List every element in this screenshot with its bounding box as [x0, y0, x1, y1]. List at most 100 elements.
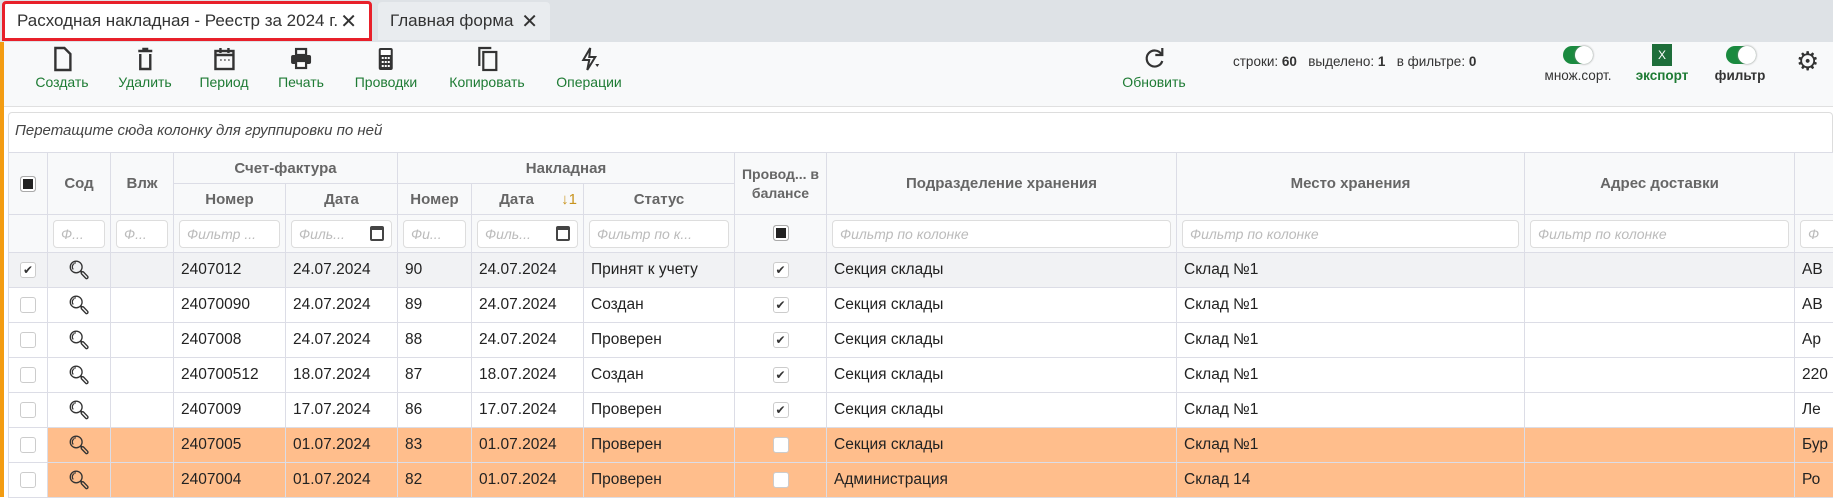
- cell-last: АВ: [1795, 253, 1833, 288]
- view-content-cell[interactable]: 🔍︎: [48, 288, 111, 323]
- filter-toggle[interactable]: [1726, 46, 1756, 64]
- row-select-cell[interactable]: [9, 463, 48, 498]
- select-all-header[interactable]: [9, 153, 48, 215]
- close-icon[interactable]: ✕: [521, 9, 538, 34]
- row-select-cell[interactable]: [9, 393, 48, 428]
- col-next[interactable]: [1795, 153, 1833, 215]
- cell-last: АВ: [1795, 288, 1833, 323]
- calendar-icon[interactable]: [556, 226, 570, 241]
- view-content-cell[interactable]: 🔍︎: [48, 463, 111, 498]
- filter-division[interactable]: Фильтр по колонке: [832, 220, 1171, 248]
- filter-posted-checkbox[interactable]: [773, 225, 789, 241]
- row-select-cell[interactable]: [9, 288, 48, 323]
- view-content-cell[interactable]: 🔍︎: [48, 393, 111, 428]
- row-checkbox[interactable]: [20, 297, 36, 313]
- cell-wb_num: 88: [398, 323, 472, 358]
- filter-invoice-date[interactable]: Филь...: [291, 220, 392, 248]
- col-invoice-date[interactable]: Дата: [286, 184, 398, 215]
- excel-icon[interactable]: X: [1652, 44, 1672, 66]
- row-checkbox[interactable]: ✔: [20, 262, 36, 278]
- calendar-icon[interactable]: [370, 226, 384, 241]
- search-icon[interactable]: 🔍︎: [68, 435, 91, 455]
- view-content-cell[interactable]: 🔍︎: [48, 358, 111, 393]
- row-checkbox[interactable]: [20, 402, 36, 418]
- row-checkbox[interactable]: [20, 367, 36, 383]
- create-button[interactable]: Создать: [35, 46, 88, 90]
- filter-waybill-date[interactable]: Филь...: [477, 220, 578, 248]
- col-division[interactable]: Подразделение хранения: [827, 153, 1177, 215]
- select-all-checkbox[interactable]: [20, 176, 36, 192]
- filter-place[interactable]: Фильтр по колонке: [1182, 220, 1519, 248]
- cell-division: Секция склады: [827, 358, 1177, 393]
- cell-place: Склад №1: [1177, 393, 1525, 428]
- row-checkbox[interactable]: [20, 332, 36, 348]
- filter-attach[interactable]: Ф...: [116, 220, 168, 248]
- delete-button[interactable]: Удалить: [118, 46, 171, 90]
- filter-address[interactable]: Фильтр по колонке: [1530, 220, 1789, 248]
- posted-checkbox: [773, 437, 789, 453]
- data-grid: Сод Влж Счет-фактура Накладная Провод...…: [8, 152, 1833, 498]
- col-waybill-number[interactable]: Номер: [398, 184, 472, 215]
- search-icon[interactable]: 🔍︎: [68, 260, 91, 280]
- col-place[interactable]: Место хранения: [1177, 153, 1525, 215]
- period-button[interactable]: Период: [199, 46, 248, 90]
- filter-content[interactable]: Ф...: [53, 220, 105, 248]
- operations-button[interactable]: Операции: [556, 46, 622, 90]
- filter-status[interactable]: Фильтр по к...: [589, 220, 729, 248]
- cell-inv_num: 2407005: [174, 428, 286, 463]
- search-icon[interactable]: 🔍︎: [68, 400, 91, 420]
- refresh-button[interactable]: Обновить: [1122, 46, 1185, 90]
- row-checkbox[interactable]: [20, 472, 36, 488]
- postings-button[interactable]: Проводки: [355, 46, 418, 90]
- search-icon[interactable]: 🔍︎: [68, 295, 91, 315]
- cell-place: Склад №1: [1177, 323, 1525, 358]
- filter-invoice-number[interactable]: Фильтр ...: [179, 220, 280, 248]
- gear-icon[interactable]: ⚙: [1796, 46, 1819, 77]
- col-content[interactable]: Сод: [48, 153, 111, 215]
- copy-label: Копировать: [449, 74, 524, 90]
- filter-placeholder: Филь...: [485, 226, 531, 242]
- view-content-cell[interactable]: 🔍︎: [48, 323, 111, 358]
- view-content-cell[interactable]: 🔍︎: [48, 428, 111, 463]
- posted-cell: ✔: [735, 288, 827, 323]
- refresh-label: Обновить: [1122, 74, 1185, 90]
- col-status[interactable]: Статус: [584, 184, 735, 215]
- group-panel[interactable]: Перетащите сюда колонку для группировки …: [8, 112, 1833, 152]
- cell-wb_num: 83: [398, 428, 472, 463]
- tab-main-form[interactable]: Главная форма✕: [378, 2, 550, 40]
- row-select-cell[interactable]: [9, 358, 48, 393]
- search-icon[interactable]: 🔍︎: [68, 330, 91, 350]
- close-icon[interactable]: ✕: [340, 9, 357, 34]
- col-address[interactable]: Адрес доставки: [1525, 153, 1795, 215]
- row-select-cell[interactable]: [9, 428, 48, 463]
- col-waybill-date[interactable]: Дата ↓1: [472, 184, 584, 215]
- multisort-toggle[interactable]: [1563, 46, 1593, 64]
- row-select-cell[interactable]: ✔: [9, 253, 48, 288]
- row-select-cell[interactable]: [9, 323, 48, 358]
- filter-label: в фильтре:: [1397, 54, 1465, 69]
- view-content-cell[interactable]: 🔍︎: [48, 253, 111, 288]
- posted-checkbox: [773, 472, 789, 488]
- file-icon: [50, 46, 74, 72]
- search-icon[interactable]: 🔍︎: [68, 365, 91, 385]
- col-attach[interactable]: Влж: [111, 153, 174, 215]
- row-checkbox[interactable]: [20, 437, 36, 453]
- col-posted[interactable]: Провод... в балансе: [735, 153, 827, 215]
- cell-wb_date: 01.07.2024: [472, 463, 584, 498]
- posted-checkbox: ✔: [773, 332, 789, 348]
- search-icon[interactable]: 🔍︎: [68, 470, 91, 490]
- copy-button[interactable]: Копировать: [449, 46, 524, 90]
- print-button[interactable]: Печать: [278, 46, 324, 90]
- filter-waybill-number[interactable]: Фи...: [403, 220, 466, 248]
- filter-next[interactable]: Ф: [1800, 220, 1833, 248]
- export-button[interactable]: экспорт: [1636, 68, 1689, 83]
- tab-expense-registry[interactable]: Расходная накладная - Реестр за 2024 г.✕: [2, 1, 372, 41]
- col-invoice-number[interactable]: Номер: [174, 184, 286, 215]
